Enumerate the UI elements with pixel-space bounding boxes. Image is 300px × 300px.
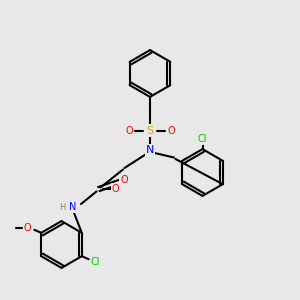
Text: O: O	[167, 125, 175, 136]
Text: Cl: Cl	[91, 257, 100, 267]
Text: O: O	[125, 125, 133, 136]
Text: O: O	[120, 175, 128, 185]
Text: Cl: Cl	[198, 134, 207, 144]
Text: O: O	[24, 223, 32, 233]
Text: N: N	[69, 202, 76, 212]
Text: H: H	[59, 202, 66, 211]
Text: S: S	[146, 125, 154, 136]
Text: N: N	[146, 145, 154, 155]
Text: O: O	[112, 184, 119, 194]
